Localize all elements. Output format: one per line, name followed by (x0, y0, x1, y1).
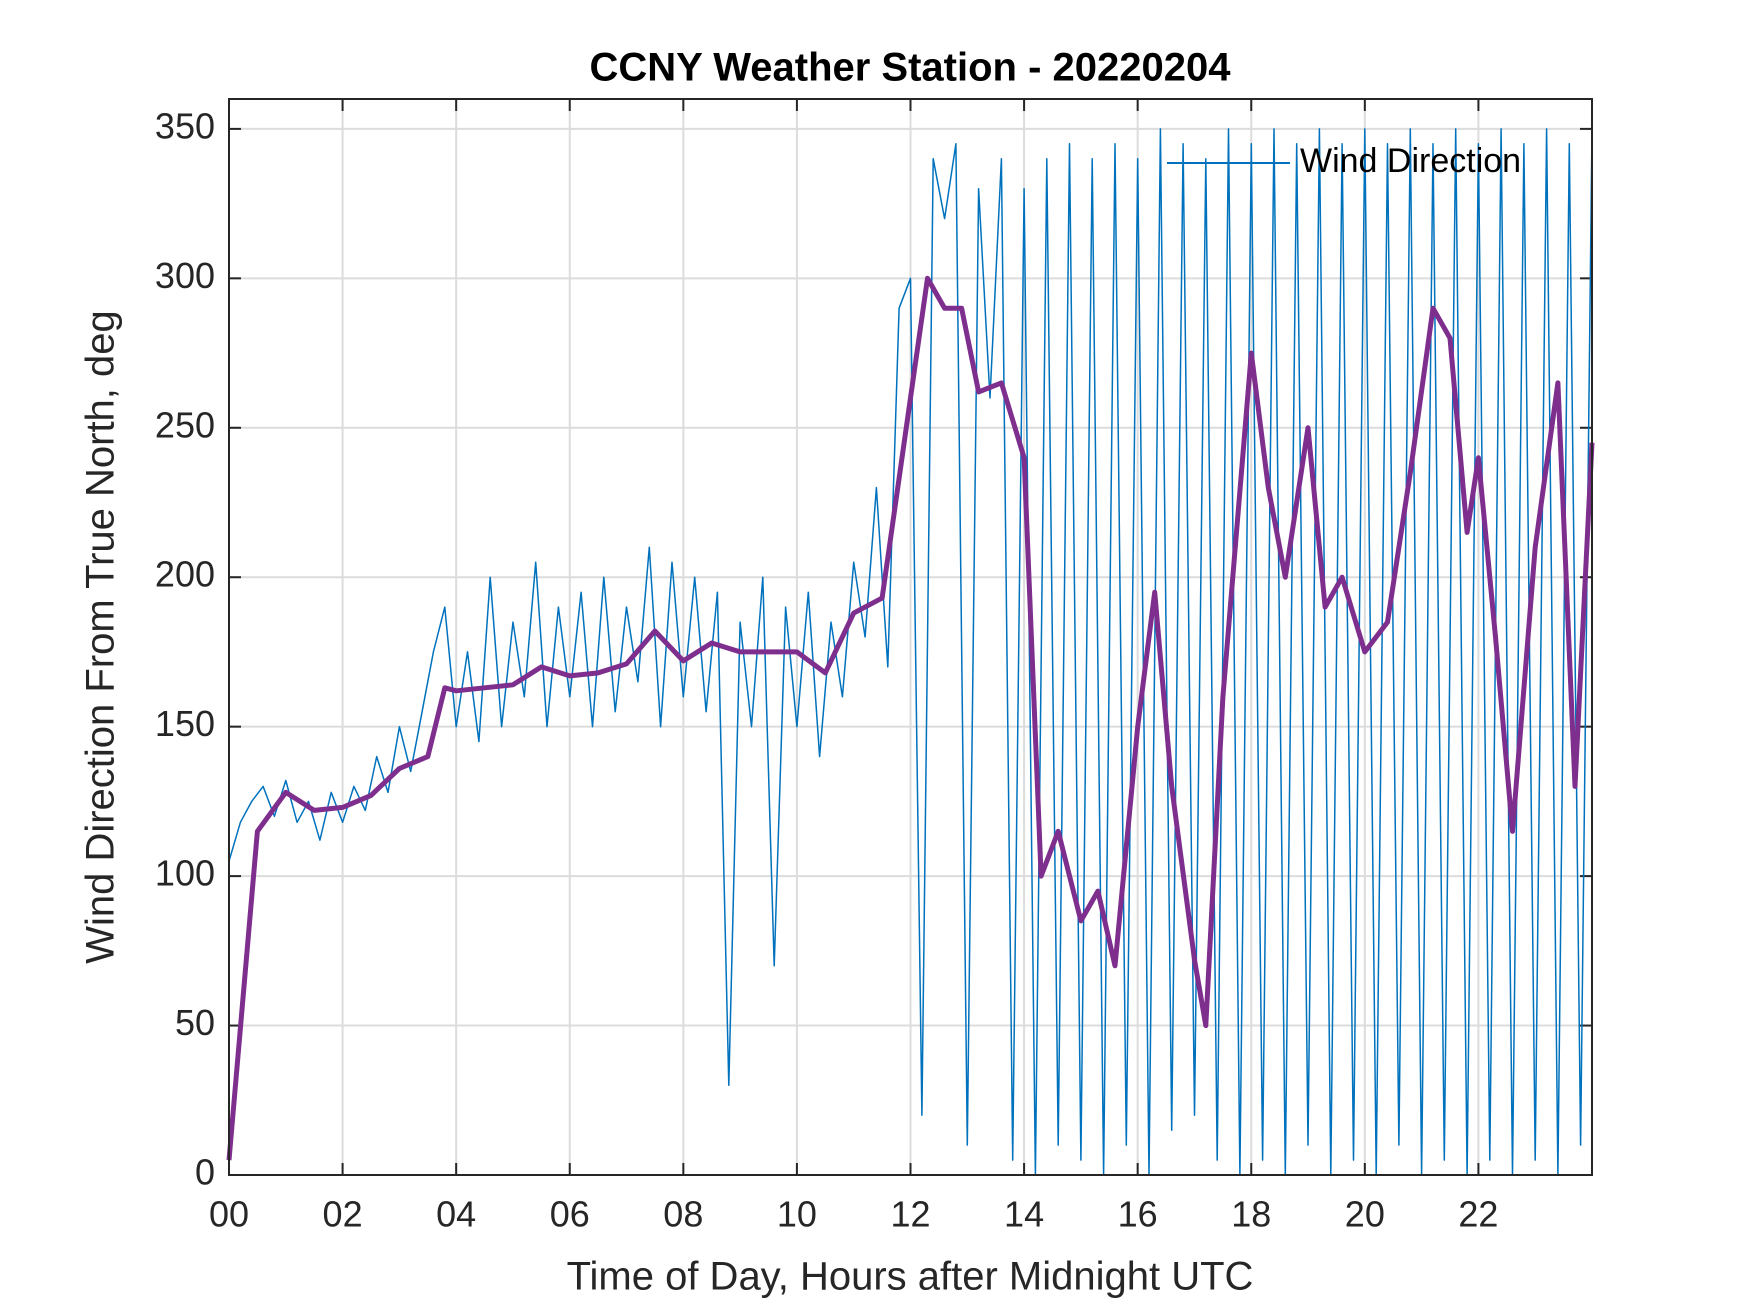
x-tick-label: 02 (323, 1194, 363, 1235)
legend-label: Wind Direction (1300, 142, 1521, 180)
data-line (226, 275, 1595, 1161)
x-tick-label: 16 (1118, 1194, 1158, 1235)
y-tick-label: 100 (155, 853, 215, 894)
x-tick-label: 10 (777, 1194, 817, 1235)
x-tick-label: 00 (209, 1194, 249, 1235)
x-tick-label: 18 (1231, 1194, 1271, 1235)
y-tick-label: 150 (155, 703, 215, 744)
x-tick-label: 12 (890, 1194, 930, 1235)
y-tick-label: 200 (155, 554, 215, 595)
y-tick-label: 0 (195, 1152, 215, 1193)
y-tick-label: 250 (155, 404, 215, 445)
x-tick-label: 22 (1458, 1194, 1498, 1235)
y-tick-label: 350 (155, 105, 215, 146)
x-tick-label: 20 (1345, 1194, 1385, 1235)
x-tick-label: 04 (436, 1194, 476, 1235)
y-axis-label: Wind Direction From True North, deg (79, 310, 123, 964)
axes-box (228, 98, 1593, 1176)
x-tick-label: 06 (550, 1194, 590, 1235)
x-tick-label: 14 (1004, 1194, 1044, 1235)
y-tick-label: 50 (175, 1002, 215, 1043)
data-line (228, 128, 1593, 1176)
x-tick-label: 08 (663, 1194, 703, 1235)
chart-title: CCNY Weather Station - 20220204 (590, 46, 1232, 90)
y-tick-label: 300 (155, 255, 215, 296)
x-axis-label: Time of Day, Hours after Midnight UTC (567, 1255, 1254, 1299)
